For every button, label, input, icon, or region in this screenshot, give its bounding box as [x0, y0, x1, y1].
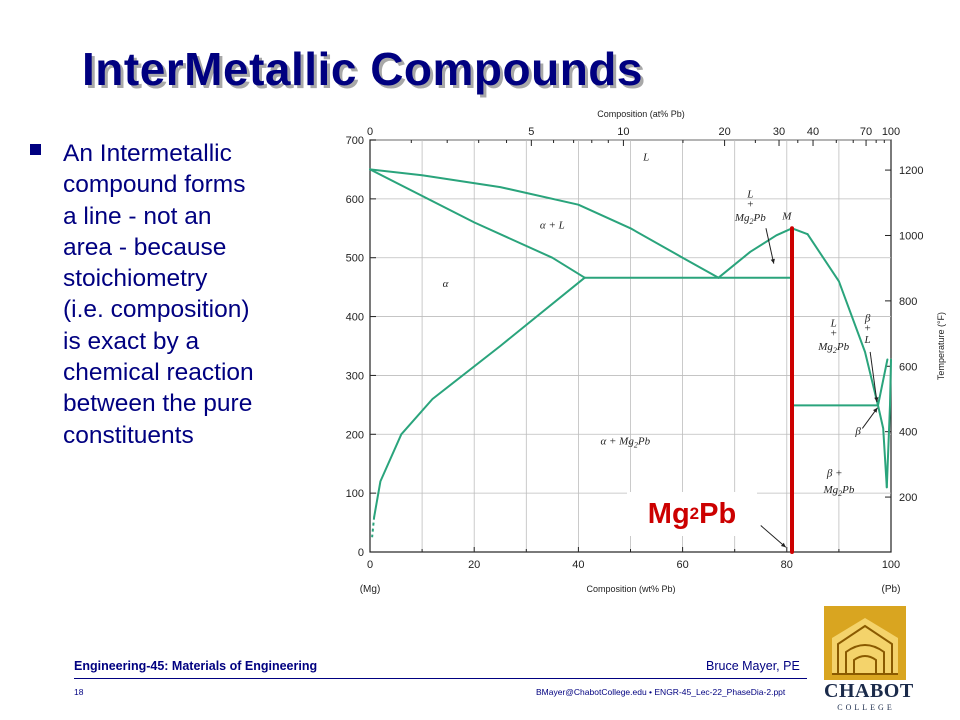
phase-boundary-line: [369, 168, 586, 279]
top-tick-label: 70: [860, 126, 872, 138]
y-right-tick-label: 400: [899, 427, 917, 439]
y-right-tick-label: 1000: [899, 230, 923, 242]
top-tick-label: 40: [807, 126, 819, 138]
region-label-beta-mg2pb: β +: [826, 468, 843, 480]
y-tick-label: 500: [346, 253, 364, 265]
bullet-line: between the pure: [63, 390, 253, 418]
y-tick-label: 100: [346, 488, 364, 500]
top-axis-title: Composition (at% Pb): [597, 109, 685, 119]
arrow-beta-liquid: [869, 351, 878, 402]
region-label-alpha-liquid: α + L: [540, 219, 565, 231]
phase-boundaries: [369, 168, 892, 554]
top-tick-label: 30: [773, 126, 785, 138]
y-tick-label: 400: [346, 312, 364, 324]
callout-tail: Pb: [699, 497, 737, 530]
y-right-tick-label: 1200: [899, 165, 923, 177]
phase-boundary-line: [373, 276, 586, 518]
bullet-text: An Intermetallic compound forms a line -…: [63, 138, 323, 451]
y-tick-label: 700: [346, 135, 364, 147]
arrow-liquid-mg2pb: [765, 228, 775, 264]
phase-diagram: 0 20 40 60 80 1000100200300400500600700200400…: [346, 109, 946, 595]
y-right-tick-label: 600: [899, 361, 917, 373]
logo-wordmark: CHABOT: [824, 680, 914, 702]
region-label-mg2pb-upper: Mg2Pb: [734, 212, 766, 226]
region-label-beta-liquid: β: [864, 312, 871, 324]
region-label-alpha-mg2pb: α + Mg2Pb: [600, 435, 650, 449]
region-plus-sign: +: [864, 322, 870, 334]
region-label-beta-liquid-l: L: [863, 334, 870, 346]
bullet-line: area - because: [63, 233, 227, 261]
y-right-tick-label: 800: [899, 296, 917, 308]
x-right-end-label: (Pb): [882, 584, 901, 595]
top-tick-label: 100: [882, 126, 900, 138]
y-tick-label: 0: [358, 547, 364, 559]
y-tick-label: 600: [346, 194, 364, 206]
phase-boundary-line: [885, 358, 892, 489]
bullet-line: chemical reaction: [63, 359, 254, 387]
bullet-line: compound forms: [63, 171, 246, 199]
grid: [370, 139, 891, 552]
region-label-liquid: L: [642, 152, 649, 164]
arrow-liquid-mg2pb-head: [770, 258, 775, 264]
arrow-mg2pb-callout-head: [780, 542, 786, 548]
bullet-line: constituents: [63, 421, 194, 449]
x-tick-label: 20: [468, 559, 480, 571]
y-right-axis-title: Temperature (°F): [936, 312, 946, 380]
chart-labels: 0 20 40 60 80 1000100200300400500600700200400…: [346, 109, 946, 595]
region-label-mg2pb-lower: Mg2Pb: [817, 341, 849, 355]
bullet-line: (i.e. composition): [63, 296, 250, 324]
bullet-line: stoichiometry: [63, 265, 208, 293]
region-plus-sign: +: [831, 328, 837, 340]
footer-author: Bruce Mayer, PE: [706, 659, 800, 673]
logo-subtext: COLLEGE: [837, 703, 895, 712]
mg2pb-callout: Mg 2 Pb: [627, 492, 757, 536]
x-tick-label: 0: [367, 559, 373, 571]
y-tick-label: 300: [346, 370, 364, 382]
x-tick-label: 100: [882, 559, 900, 571]
footer-course: Engineering-45: Materials of Engineering: [74, 659, 318, 673]
top-tick-label: 20: [718, 126, 730, 138]
region-label-alpha: α: [443, 278, 449, 290]
y-tick-label: 200: [346, 429, 364, 441]
x-axis-title: Composition (wt% Pb): [586, 584, 675, 594]
region-plus-sign: +: [747, 199, 753, 211]
callout-main: Mg: [647, 497, 690, 530]
point-label-m: M: [781, 210, 792, 222]
x-tick-label: 60: [676, 559, 688, 571]
square-bullet-icon: [30, 144, 41, 155]
x-tick-label: 80: [781, 559, 793, 571]
footer-file: BMayer@ChabotCollege.edu • ENGR-45_Lec-2…: [536, 687, 786, 697]
region-label-beta: β: [854, 425, 861, 437]
bullet-line: a line - not an: [63, 202, 212, 230]
y-right-tick-label: 200: [899, 492, 917, 504]
phase-boundary-line: [877, 358, 889, 407]
chabot-logo-icon: [824, 606, 906, 680]
bullet-line: is exact by a: [63, 327, 200, 355]
callout-subscript: 2: [689, 504, 700, 523]
arrow-beta-head: [873, 407, 878, 413]
top-tick-label: 5: [528, 126, 534, 138]
footer-divider: [74, 678, 807, 679]
top-tick-label: 0: [367, 126, 373, 138]
top-tick-label: 10: [617, 126, 629, 138]
region-label-liquid-mg2pb-lower: L: [830, 318, 837, 330]
phase-boundary-line: [877, 404, 888, 489]
x-tick-label: 40: [572, 559, 584, 571]
arrow-beta-liquid-head: [874, 397, 879, 402]
region-label-mg2pb-bottom: Mg2Pb: [822, 484, 854, 498]
x-left-end-label: (Mg): [360, 584, 381, 595]
phase-boundary-line: [806, 233, 879, 407]
axis-ticks: [369, 139, 892, 553]
bullet-line: An Intermetallic: [63, 140, 232, 167]
slide-title: InterMetallic Compounds: [82, 43, 643, 95]
page-number: 18: [74, 687, 84, 697]
phase-boundary-line: [717, 227, 809, 279]
region-label-liquid-mg2pb-upper: L: [746, 189, 753, 201]
arrow-mg2pb-callout: [760, 525, 787, 548]
phase-boundary-line: [369, 168, 720, 279]
